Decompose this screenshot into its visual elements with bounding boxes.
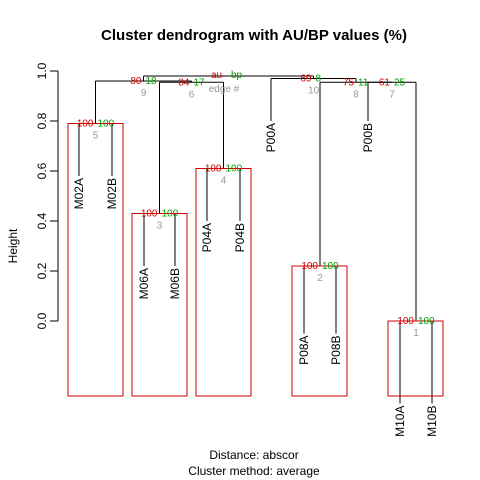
au-value: 61 <box>379 77 391 88</box>
au-value: 100 <box>141 209 158 220</box>
edge-number: 7 <box>389 89 395 100</box>
leaf-label: M06A <box>137 268 151 299</box>
leaf-label: P08B <box>329 336 343 365</box>
y-tick-label: 0.2 <box>35 262 49 279</box>
bp-value: 8 <box>316 74 322 85</box>
edge-number: 10 <box>308 86 320 97</box>
y-tick-label: 0.0 <box>35 312 49 329</box>
leaf-label: P00A <box>264 123 278 152</box>
leaf-label: M02A <box>72 178 86 209</box>
bp-value: 25 <box>394 77 406 88</box>
legend-bp: bp <box>231 70 243 81</box>
legend-au: au <box>211 70 222 81</box>
au-value: 80 <box>130 76 142 87</box>
legend-edge: edge # <box>209 84 240 95</box>
edge-number: 3 <box>157 221 163 232</box>
cluster-highlight-boxes <box>67 123 444 397</box>
au-value: 69 <box>300 74 312 85</box>
edge-number: 6 <box>189 89 195 100</box>
bp-value: 100 <box>226 164 243 175</box>
au-value: 100 <box>397 316 414 327</box>
leaf-label: M02B <box>105 178 119 209</box>
y-ticks: 0.0 0.2 0.4 0.6 0.8 1.0 <box>35 62 58 329</box>
y-tick-label: 0.6 <box>35 162 49 179</box>
cluster-box <box>67 123 124 397</box>
cluster-box <box>131 213 188 397</box>
y-tick-label: 0.8 <box>35 112 49 129</box>
edge-number: 1 <box>413 328 419 339</box>
edge-number: 8 <box>353 89 359 100</box>
bp-value: 18 <box>146 76 158 87</box>
y-tick-label: 0.4 <box>35 212 49 229</box>
cluster-box <box>387 320 444 397</box>
bp-value: 100 <box>98 119 115 130</box>
au-value: 100 <box>301 261 318 272</box>
au-value: 84 <box>178 77 190 88</box>
edge-number: 4 <box>221 176 227 187</box>
method-caption: Cluster method: average <box>188 464 320 478</box>
leaf-label: P04A <box>200 223 214 252</box>
leaf-label: P08A <box>297 336 311 365</box>
bp-value: 100 <box>322 261 339 272</box>
edge-number: 5 <box>93 131 99 142</box>
au-value: 75 <box>343 77 355 88</box>
edge-number: 9 <box>141 88 147 99</box>
leaf-label: M06B <box>168 268 182 299</box>
leaf-label: P00B <box>361 123 375 152</box>
leaf-label: P04B <box>233 223 247 252</box>
edge-number: 2 <box>317 273 323 284</box>
cluster-box <box>291 265 348 397</box>
au-value: 100 <box>77 119 94 130</box>
y-axis-label: Height <box>6 228 20 263</box>
bp-value: 100 <box>162 209 179 220</box>
leaf-label: M10B <box>425 406 439 437</box>
chart-title: Cluster dendrogram with AU/BP values (%) <box>101 27 407 44</box>
bp-value: 17 <box>194 77 206 88</box>
au-value: 100 <box>205 164 222 175</box>
y-axis: 0.0 0.2 0.4 0.6 0.8 1.0 Height <box>6 62 59 329</box>
distance-caption: Distance: abscor <box>209 448 298 462</box>
bp-value: 11 <box>358 77 369 88</box>
cluster-box <box>195 168 252 397</box>
leaf-labels: M02A M02B M06A M06B P04A P04B P00A P08A P08B P00B… <box>72 123 439 437</box>
leaf-label: M10A <box>393 406 407 437</box>
y-tick-label: 1.0 <box>35 62 49 79</box>
bp-value: 100 <box>418 316 435 327</box>
